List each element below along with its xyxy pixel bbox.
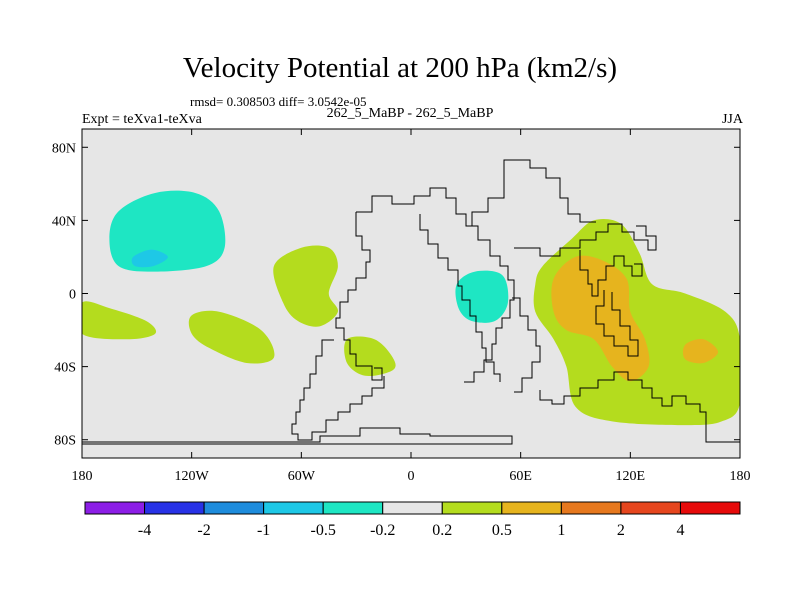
axes: 180 120W 60W 0 60E 120E 180 80N 40N 0 40S 80S: [52, 129, 751, 484]
coastline-americas: [356, 187, 515, 383]
y-tick-label-1: 40N: [52, 214, 76, 229]
contour-region-7: [82, 301, 157, 340]
contour-region-6: [273, 245, 339, 327]
colorbar-swatch-1: [144, 501, 205, 515]
coastline-india: [579, 250, 643, 297]
coastline-africa: [512, 297, 541, 393]
colorbar-swatch-2: [203, 501, 265, 515]
colorbar-label-7: 1: [557, 522, 565, 539]
contour-region-3: [391, 176, 518, 384]
colorbar-swatch-8: [560, 501, 622, 515]
x-tick-label-4: 60E: [509, 469, 532, 484]
x-tick-label-5: 120E: [616, 469, 646, 484]
coastline-asia-north: [471, 159, 596, 226]
y-tick-label-3: 40S: [54, 361, 76, 376]
coastline-antarctica: [82, 427, 513, 445]
coastlines: [82, 159, 740, 445]
colorbar-label-6: 0.5: [492, 522, 512, 539]
y-tick-label-0: 80N: [52, 141, 76, 156]
colorbar-label-8: 2: [617, 522, 625, 539]
coastline-southeast-asia: [595, 290, 639, 357]
coastline-asia: [514, 223, 657, 257]
season-label: JJA: [721, 112, 743, 127]
contour-region-2: [131, 249, 168, 268]
colorbar-label-9: 4: [676, 522, 684, 539]
contour-region-11: [551, 255, 650, 382]
colorbar-swatch-6: [441, 501, 503, 515]
chart-title: Velocity Potential at 200 hPa (km2/s): [182, 52, 618, 84]
coastline-americas-west: [335, 212, 383, 381]
center-label: 262_5_MaBP - 262_5_MaBP: [326, 106, 494, 121]
colorbar-swatch-5: [382, 501, 443, 515]
center-label-wrap: 262_5_MaBP - 262_5_MaBP: [0, 106, 800, 122]
x-tick-label-1: 120W: [175, 469, 210, 484]
contour-region-5: [720, 265, 740, 295]
colorbar-swatch-3: [263, 501, 324, 515]
colorbar-label-2: -1: [257, 522, 270, 539]
colorbar-label-1: -2: [197, 522, 210, 539]
x-tick-label-6: 180: [730, 469, 751, 484]
x-tick-label-3: 0: [408, 469, 415, 484]
y-tick-label-4: 80S: [54, 434, 76, 449]
colorbar-swatch-7: [501, 501, 562, 515]
colorbar-label-5: 0.2: [432, 522, 452, 539]
y-tick-label-2: 0: [69, 288, 76, 303]
colorbar-swatch-4: [322, 501, 384, 515]
contour-region-12: [682, 338, 719, 364]
contour-regions: [82, 146, 740, 426]
colorbar-swatch-9: [620, 501, 681, 515]
colorbar: -4 -2 -1 -0.5 -0.2 0.2 0.5 1 2 4: [84, 501, 741, 539]
colorbar-label-0: -4: [138, 522, 151, 539]
colorbar-swatch-0: [84, 501, 146, 515]
coastline-australia: [539, 371, 740, 443]
colorbar-swatch-10: [679, 501, 741, 515]
stats-text: rmsd= 0.308503 diff= 3.0542e-05: [190, 94, 367, 109]
contour-region-4: [455, 270, 509, 323]
coastline-south-america: [291, 339, 385, 441]
x-tick-label-2: 60W: [288, 469, 316, 484]
contour-region-1: [109, 190, 226, 272]
colorbar-label-3: -0.5: [311, 522, 336, 539]
experiment-label: Expt = teXva1-teXva: [82, 112, 202, 127]
coastline-europe: [419, 214, 501, 382]
x-tick-label-0: 180: [72, 469, 93, 484]
contour-region-8: [188, 310, 275, 364]
colorbar-label-4: -0.2: [370, 522, 395, 539]
